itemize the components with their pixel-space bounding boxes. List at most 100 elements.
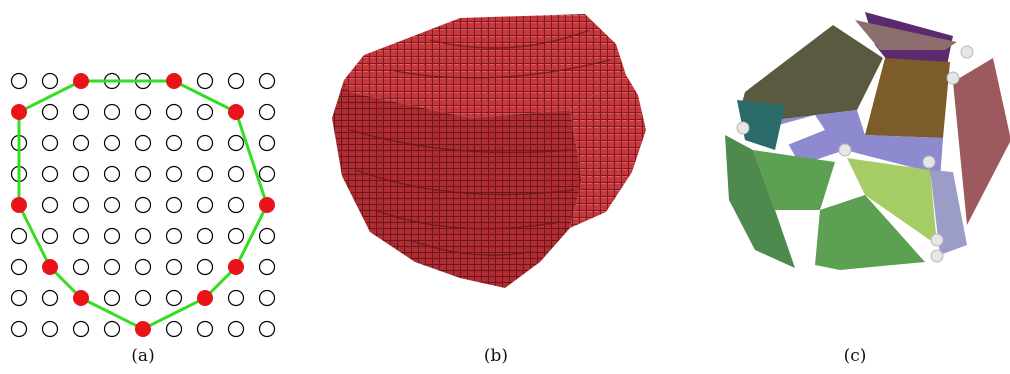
lattice-point xyxy=(72,134,90,152)
lattice-point xyxy=(134,103,152,121)
lattice-point xyxy=(72,320,90,338)
lattice-point xyxy=(134,289,152,307)
panel-b xyxy=(320,0,660,346)
polygon-vertex xyxy=(11,197,27,213)
lattice-point xyxy=(10,72,28,90)
lattice-point xyxy=(258,134,276,152)
lattice-point xyxy=(165,134,183,152)
lattice-point xyxy=(227,72,245,90)
lattice-point xyxy=(227,289,245,307)
lattice-point xyxy=(72,103,90,121)
polygon-vertex xyxy=(42,259,58,275)
lattice-point xyxy=(41,320,59,338)
lattice-point xyxy=(196,196,214,214)
voxel-terrace-lines xyxy=(349,29,611,256)
voxel-solid-diagram xyxy=(332,14,646,288)
lattice-point xyxy=(72,165,90,183)
lattice-point xyxy=(72,227,90,245)
lattice-point xyxy=(10,320,28,338)
lattice-point xyxy=(134,165,152,183)
lattice-point xyxy=(41,289,59,307)
lattice-point xyxy=(258,289,276,307)
lattice-point xyxy=(10,289,28,307)
lattice-point xyxy=(103,258,121,276)
face-mauve-top xyxy=(855,20,957,50)
panel-a xyxy=(0,0,290,346)
lattice-point xyxy=(227,196,245,214)
lattice-point xyxy=(196,134,214,152)
polygon-vertex xyxy=(166,73,182,89)
polygon-vertex xyxy=(228,104,244,120)
lattice-point xyxy=(196,227,214,245)
lattice-point xyxy=(10,227,28,245)
lattice-point xyxy=(103,103,121,121)
lattice-point xyxy=(258,320,276,338)
lattice-point xyxy=(72,258,90,276)
face-olive xyxy=(740,25,883,120)
lattice-point xyxy=(227,227,245,245)
caption-a: (a) xyxy=(131,346,155,366)
lattice-point xyxy=(165,320,183,338)
lattice-point xyxy=(103,165,121,183)
lattice-point xyxy=(41,72,59,90)
polyhedron-diagram xyxy=(725,12,1010,270)
lattice-point xyxy=(41,134,59,152)
lattice-point xyxy=(165,227,183,245)
polygon-vertex xyxy=(228,259,244,275)
lattice-point xyxy=(103,320,121,338)
convex-hull-polygon xyxy=(17,79,269,331)
caption-c: (c) xyxy=(843,346,867,366)
lattice-point xyxy=(134,196,152,214)
lattice-point xyxy=(41,227,59,245)
face-green xyxy=(753,150,835,210)
face-light-green xyxy=(847,158,937,245)
lattice-point xyxy=(10,258,28,276)
face-lavender xyxy=(930,170,967,255)
polygon-vertex xyxy=(73,290,89,306)
lattice-point xyxy=(227,134,245,152)
vertex-markers xyxy=(736,45,974,263)
lattice-point xyxy=(41,103,59,121)
lattice-point xyxy=(165,165,183,183)
caption-b: (b) xyxy=(483,346,509,366)
face-brown xyxy=(865,58,950,138)
lattice-point xyxy=(258,103,276,121)
lattice-point xyxy=(196,165,214,183)
polygon-vertex xyxy=(11,104,27,120)
lattice-point xyxy=(258,227,276,245)
face-rose xyxy=(953,58,1010,225)
lattice-point xyxy=(196,258,214,276)
lattice-point xyxy=(227,165,245,183)
voxel-front-face xyxy=(332,80,582,288)
lattice-point xyxy=(165,289,183,307)
lattice-point xyxy=(103,227,121,245)
lattice-point xyxy=(196,103,214,121)
voxel-right-face xyxy=(570,75,646,228)
face-teal xyxy=(737,100,785,150)
lattice-point xyxy=(134,227,152,245)
lattice-point xyxy=(134,258,152,276)
lattice-point xyxy=(72,196,90,214)
lattice-point xyxy=(41,196,59,214)
lattice-point xyxy=(165,196,183,214)
panel-c xyxy=(715,0,1010,346)
lattice-point xyxy=(134,134,152,152)
polygon-vertex xyxy=(73,73,89,89)
lattice-point xyxy=(196,72,214,90)
lattice-point xyxy=(227,320,245,338)
polygon-vertex xyxy=(259,197,275,213)
lattice-point xyxy=(258,72,276,90)
lattice-point xyxy=(103,289,121,307)
lattice-point xyxy=(165,103,183,121)
polygon-vertex xyxy=(135,321,151,337)
polygon-vertex xyxy=(197,290,213,306)
lattice-point xyxy=(165,258,183,276)
lattice-point xyxy=(258,258,276,276)
lattice-point xyxy=(103,196,121,214)
lattice-point xyxy=(103,134,121,152)
lattice-point xyxy=(196,320,214,338)
lattice-polygon-diagram xyxy=(10,72,276,338)
lattice-point xyxy=(41,165,59,183)
face-dark-green xyxy=(725,135,795,268)
face-green-bottom xyxy=(815,195,925,270)
